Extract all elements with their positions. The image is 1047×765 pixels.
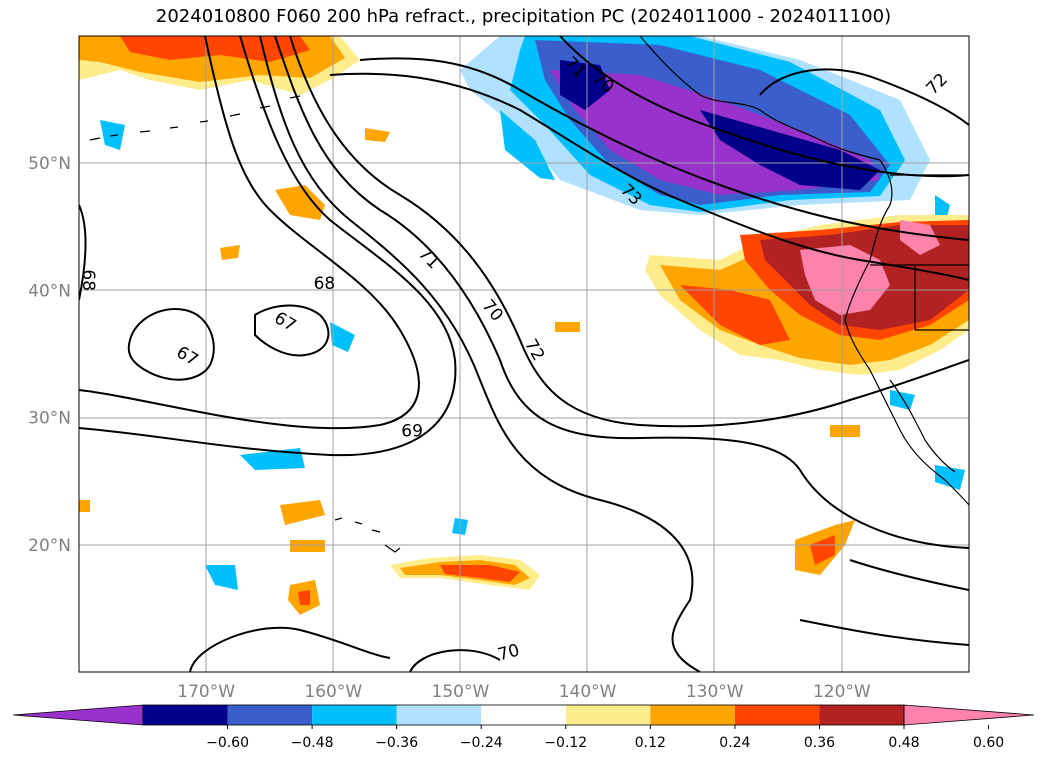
neg-patch-3 [205,565,238,590]
colorbar-segment [650,705,735,725]
colorbar-tick-label: −0.36 [375,735,418,751]
baja-coast [889,379,956,473]
latitude-labels: 50°N 40°N 30°N 20°N [28,154,71,556]
colorbar-segment [227,705,313,725]
colorbar-segment [565,705,651,725]
contour-72-north [329,72,969,281]
colorbar-tick-label: −0.48 [291,735,334,751]
colorbar-segment [481,705,566,725]
contour-72-ne [759,68,969,126]
colorbar-tick-label: 0.12 [635,735,666,751]
pos-patch-12 [79,500,90,512]
colorbar-tick-label: −0.24 [460,735,503,751]
pos-patch-1 [275,185,325,220]
longitude-labels: 170°W 160°W 150°W 140°W 130°W 120°W [177,682,871,702]
map-title: 2024010800 F060 200 hPa refract., precip… [155,6,892,27]
pos-patch-7 [810,535,835,565]
lat-label: 20°N [28,536,71,556]
lon-label: 170°W [177,682,235,702]
colorbar-tick-label: 0.36 [804,735,835,751]
neg-patch-8 [935,465,965,490]
map-frame [78,35,970,673]
neg-patch-7 [890,390,915,410]
contour-67-b [254,304,330,357]
lat-label: 30°N [28,409,71,429]
contour-71 [274,36,969,549]
colorbar-tick-label: 0.48 [888,735,919,751]
lat-label: 50°N [28,154,71,174]
refractivity-contours [79,36,969,672]
contour-70-north [559,36,969,178]
contour-72 [289,36,969,428]
contour-69 [79,36,457,457]
contour-label: 68 [314,274,336,294]
colorbar-tick-label: −0.12 [544,735,587,751]
hawaii-islands [334,517,401,553]
contour-71-se [849,559,969,591]
colorbar-segment [143,705,228,725]
positive-westcoast-orangered [680,285,790,345]
colorbar-segment [819,705,904,725]
negative-band-navy [700,110,880,190]
lat-label: 40°N [28,281,71,301]
colorbar-segment [734,705,820,725]
contour-70-left [189,36,701,672]
colorbar: −0.60 −0.48 −0.36 −0.24 −0.12 0.12 0.24 0.36 0.4… [12,704,1035,751]
pos-patch-11 [365,128,390,142]
coastlines [89,36,969,553]
lon-label: 140°W [559,682,617,702]
contour-label: 69 [401,422,423,442]
neg-patch-6 [100,120,125,150]
negative-band-navy-2 [560,60,610,110]
colorbar-tick-label: −0.60 [206,735,249,751]
gridlines [79,36,969,672]
north-america-westcoast [844,159,969,506]
lon-label: 150°W [432,682,490,702]
pos-patch-8 [830,425,860,437]
pos-patch-3 [298,590,310,605]
aleutian-chain [89,95,301,141]
pos-patch-10 [220,245,240,260]
lon-label: 120°W [813,682,871,702]
pos-patch-4 [280,500,325,525]
positive-westcoast-pink [800,245,890,315]
colorbar-outline [142,704,905,726]
colorbar-segment [396,705,482,725]
contour-71-north [359,57,969,241]
positive-westcoast-pink-2 [900,220,940,255]
colorbar-tick-label: 0.24 [719,735,750,751]
pos-patch-9 [555,322,580,332]
contour-70-se [799,619,969,646]
alaska-coast [639,36,881,161]
lon-label: 130°W [686,682,744,702]
colorbar-left-arrow [12,704,144,726]
lon-label: 160°W [304,682,362,702]
colorbar-segment [312,705,397,725]
contour-label: 68 [78,269,98,291]
neg-patch-2 [240,448,305,470]
colorbar-right-arrow [903,704,1035,726]
contour-68 [79,36,420,430]
neg-patch-5 [330,322,355,352]
contour-67-a [127,308,215,381]
colorbar-tick-label: 0.60 [973,735,1004,751]
pos-patch-5 [290,540,325,552]
